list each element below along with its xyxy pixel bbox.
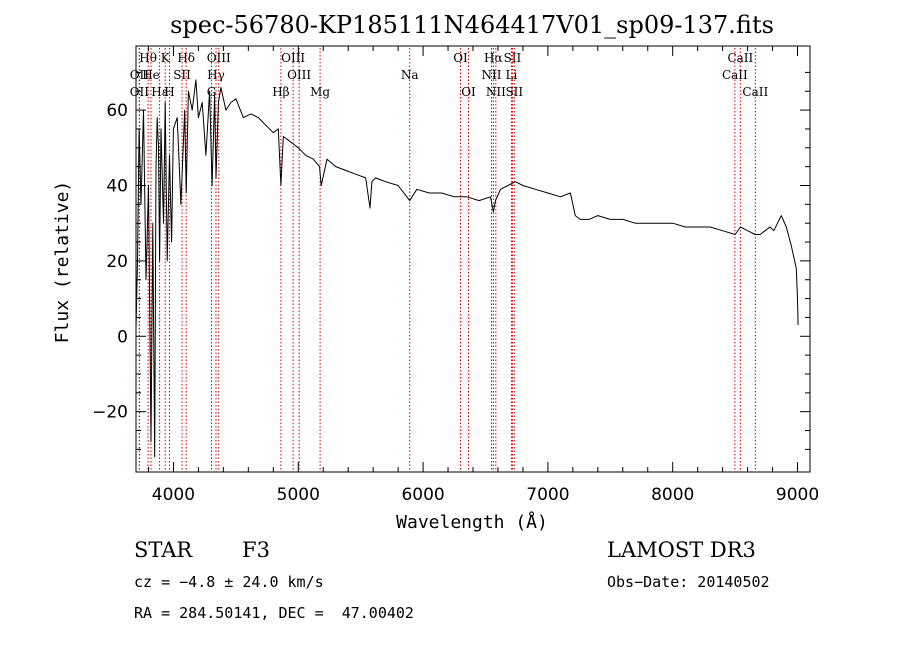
line-label-15: NII [481, 68, 501, 82]
survey-name: LAMOST DR3 [607, 538, 756, 562]
line-label-24: OI [461, 85, 476, 99]
y-tick-label-40: 40 [106, 176, 128, 196]
line-label-22: Hβ [272, 85, 289, 99]
chart-title: spec-56780-KP185111N464417V01_sp09-137.f… [170, 11, 774, 39]
y-tick-label--20: −20 [92, 403, 128, 423]
x-axis-label: Wavelength (Å) [396, 511, 548, 533]
observation-date: Obs−Date: 20140502 [607, 573, 770, 591]
line-label-11: SII [173, 68, 191, 82]
x-tick-label-5000: 5000 [277, 485, 320, 505]
plot-frame [135, 45, 811, 473]
line-label-20: H [164, 85, 174, 99]
line-label-14: Na [401, 68, 419, 82]
line-label-1: K [161, 51, 171, 65]
coordinates: RA = 284.50141, DEC = 47.00402 [134, 604, 414, 622]
x-tick-label-4000: 4000 [152, 485, 195, 505]
line-label-23: Mg [310, 85, 330, 99]
y-tick-label-20: 20 [106, 252, 128, 272]
line-label-21: G [207, 85, 217, 99]
x-tick-label-6000: 6000 [401, 485, 444, 505]
line-label-4: OIII [281, 51, 305, 65]
line-label-10: He [142, 68, 160, 82]
flux-line [135, 79, 799, 458]
redshift-velocity: cz = −4.8 ± 24.0 km/s [134, 573, 324, 591]
line-label-12: Hγ [207, 68, 225, 82]
x-tick-label-8000: 8000 [651, 485, 694, 505]
line-label-27: CaII [742, 85, 768, 99]
line-label-0: Hθ [139, 51, 157, 65]
y-axis: −20 0 20 40 60 [92, 71, 810, 450]
line-label-6: Hα [484, 51, 503, 65]
y-tick-label-0: 0 [117, 327, 128, 347]
line-label-18: OII [130, 85, 150, 99]
y-axis-label: Flux (relative) [52, 181, 73, 344]
line-label-25: NII [486, 85, 506, 99]
spectrum-series [135, 79, 799, 458]
line-label-3: OIII [207, 51, 231, 65]
x-tick-label-9000: 9000 [776, 485, 819, 505]
x-axis: 4000 5000 6000 7000 8000 9000 [147, 46, 819, 505]
line-label-16: Li [506, 68, 518, 82]
line-label-8: CaII [727, 51, 753, 65]
line-label-7: SII [504, 51, 522, 65]
line-label-19: Hε [151, 85, 168, 99]
y-tick-label-60: 60 [106, 101, 128, 121]
line-label-5: OI [453, 51, 468, 65]
x-tick-label-7000: 7000 [526, 485, 569, 505]
line-label-26: SII [505, 85, 523, 99]
line-label-9: OII [130, 68, 150, 82]
object-class: STAR [134, 538, 193, 562]
spectrum-chart: spec-56780-KP185111N464417V01_sp09-137.f… [52, 11, 819, 533]
line-label-13: OIII [287, 68, 311, 82]
line-label-17: CaII [722, 68, 748, 82]
object-subclass: F3 [242, 538, 270, 562]
line-label-2: Hδ [177, 51, 195, 65]
